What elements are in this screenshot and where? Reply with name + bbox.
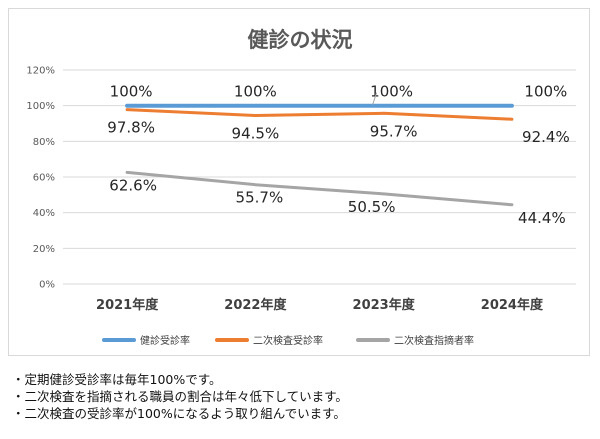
y-tick-label: 0% xyxy=(39,280,55,291)
series-line xyxy=(125,170,514,207)
data-label: 55.7% xyxy=(236,189,284,207)
data-label: 95.7% xyxy=(370,122,418,140)
series-lines xyxy=(125,103,514,207)
data-label: 50.5% xyxy=(348,198,396,216)
data-label: 44.4% xyxy=(518,209,566,227)
note-item: ・二次検査を指摘される職員の割合は年々低下しています。 xyxy=(12,389,348,404)
label-leader-line xyxy=(372,92,378,105)
y-tick-label: 120% xyxy=(26,66,55,77)
note-item: ・定期健診受診率は毎年100%です。 xyxy=(12,372,222,387)
data-label: 62.6% xyxy=(109,176,157,194)
y-tick-label: 80% xyxy=(33,137,55,148)
chart-title: 健診の状況 xyxy=(248,28,353,52)
x-category-label: 2024年度 xyxy=(481,297,544,313)
data-labels: 100% 100% 100% 100% 97.8% 94.5% 95.7% 92.4% 62.6… xyxy=(107,83,569,227)
chart-container: 健診の状況 0% 20% 40% 60% 80% 100% 120% 2021年度 2022年… xyxy=(8,8,590,356)
series-line xyxy=(125,108,514,121)
data-label: 100% xyxy=(110,83,153,101)
line-chart: 健診の状況 0% 20% 40% 60% 80% 100% 120% 2021年度 2022年… xyxy=(26,28,576,347)
data-label: 100% xyxy=(370,83,413,101)
y-axis-ticks: 0% 20% 40% 60% 80% 100% 120% xyxy=(26,66,55,291)
y-tick-label: 40% xyxy=(33,208,55,219)
note-item: ・二次検査の受診率が100%になるよう取り組んでいます。 xyxy=(12,406,346,421)
notes-list: ・定期健診受診率は毎年100%です。 ・二次検査を指摘される職員の割合は年々低下… xyxy=(12,371,592,422)
y-tick-label: 100% xyxy=(26,101,55,112)
x-category-label: 2021年度 xyxy=(96,297,159,313)
data-label: 94.5% xyxy=(232,124,280,142)
x-category-label: 2022年度 xyxy=(224,297,287,313)
legend-label: 二次検査指摘者率 xyxy=(394,334,474,347)
data-label: 100% xyxy=(524,83,567,101)
data-label: 100% xyxy=(234,83,277,101)
legend-label: 二次検査受診率 xyxy=(253,334,323,347)
data-label: 92.4% xyxy=(522,128,570,146)
legend-label: 健診受診率 xyxy=(140,334,190,347)
x-axis-categories: 2021年度 2022年度 2023年度 2024年度 xyxy=(96,297,544,313)
data-label: 97.8% xyxy=(107,119,155,137)
legend: 健診受診率 二次検査受診率 二次検査指摘者率 xyxy=(102,334,474,347)
y-tick-label: 20% xyxy=(33,244,55,255)
x-category-label: 2023年度 xyxy=(353,297,416,313)
y-tick-label: 60% xyxy=(33,173,55,184)
